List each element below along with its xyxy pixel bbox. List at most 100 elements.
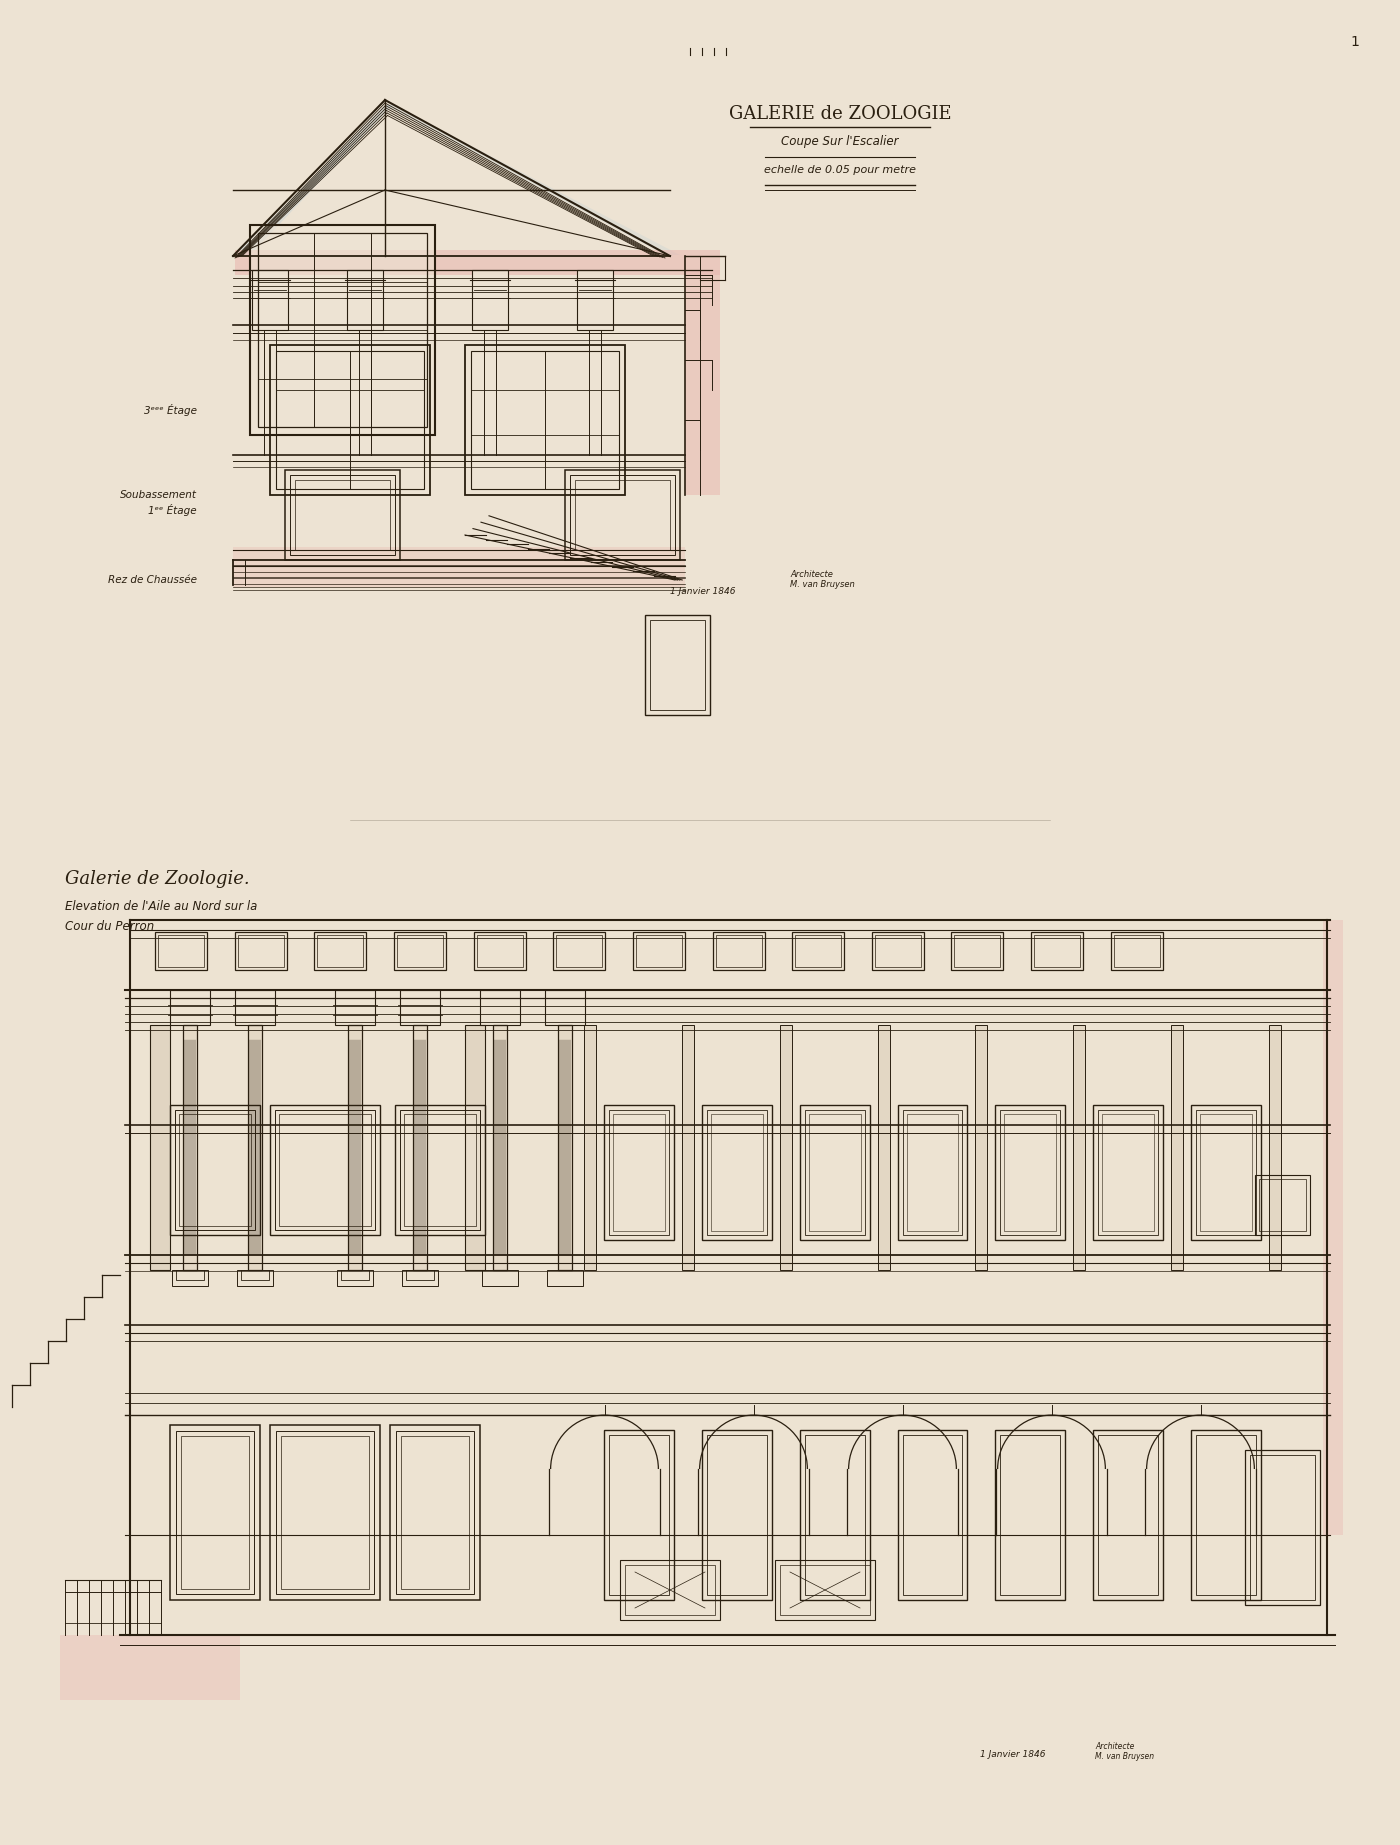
Bar <box>290 474 395 555</box>
Bar <box>237 1269 273 1286</box>
Bar <box>183 1026 197 1269</box>
Bar <box>470 351 619 489</box>
Bar <box>232 546 685 587</box>
Bar <box>169 1424 260 1600</box>
Bar <box>1191 1105 1261 1240</box>
Bar <box>584 1026 596 1269</box>
Bar <box>1259 1179 1306 1231</box>
Bar <box>878 1026 889 1269</box>
Bar <box>472 269 508 330</box>
Bar <box>1200 1114 1252 1231</box>
Bar <box>60 1635 239 1699</box>
Bar <box>482 1269 518 1286</box>
Bar <box>872 932 924 970</box>
Bar <box>1035 935 1079 967</box>
Bar <box>413 1026 427 1269</box>
Bar <box>248 1026 262 1269</box>
Bar <box>480 991 519 1026</box>
Bar <box>465 345 624 494</box>
Bar <box>1268 1026 1281 1269</box>
Bar <box>175 1111 255 1231</box>
Bar <box>235 991 274 1026</box>
Text: Coupe Sur l'Escalier: Coupe Sur l'Escalier <box>781 135 899 148</box>
Bar <box>476 935 522 967</box>
Bar <box>235 251 720 275</box>
Bar <box>347 269 384 330</box>
Bar <box>286 470 400 561</box>
Text: echelle de 0.05 pour metre: echelle de 0.05 pour metre <box>764 164 916 175</box>
Bar <box>799 1105 869 1240</box>
Bar <box>547 1269 582 1286</box>
Bar <box>276 1432 374 1594</box>
Bar <box>636 935 682 967</box>
Bar <box>682 1026 694 1269</box>
Bar <box>976 1026 987 1269</box>
Bar <box>270 345 430 494</box>
Bar <box>396 1432 475 1594</box>
Bar <box>238 935 284 967</box>
Bar <box>400 1111 480 1231</box>
Bar <box>169 1105 260 1234</box>
Bar <box>402 1269 438 1286</box>
Bar <box>907 1114 959 1231</box>
Bar <box>176 1269 204 1280</box>
Bar <box>235 991 274 1026</box>
Bar <box>553 932 605 970</box>
Bar <box>799 1105 869 1240</box>
Bar <box>251 225 435 435</box>
Bar <box>875 935 921 967</box>
Bar <box>805 1111 865 1234</box>
Bar <box>400 991 440 1026</box>
Bar <box>1245 1450 1320 1605</box>
Bar <box>545 991 585 1026</box>
Bar <box>577 269 613 330</box>
Bar <box>575 480 671 550</box>
Bar <box>465 345 624 494</box>
Bar <box>897 1105 967 1240</box>
Bar <box>633 932 685 970</box>
Bar <box>776 1561 875 1620</box>
Bar <box>1098 1435 1158 1594</box>
Bar <box>549 1415 661 1535</box>
Bar <box>566 470 680 561</box>
Bar <box>473 932 525 970</box>
Bar <box>395 1105 484 1234</box>
Bar <box>1191 1105 1261 1240</box>
Bar <box>1102 1114 1154 1231</box>
Bar <box>566 470 680 561</box>
Bar <box>613 1114 665 1231</box>
Bar <box>776 1561 875 1620</box>
Bar <box>1093 1430 1163 1600</box>
Bar <box>318 935 363 967</box>
Bar <box>897 1430 967 1600</box>
Text: 1ᵉᵉ Étage: 1ᵉᵉ Étage <box>148 504 197 517</box>
Bar <box>314 932 367 970</box>
Text: Soubassement: Soubassement <box>120 491 197 500</box>
Bar <box>472 269 508 330</box>
Bar <box>976 1026 987 1269</box>
Bar <box>701 1430 771 1600</box>
Bar <box>169 1105 260 1234</box>
Bar <box>248 1026 262 1269</box>
Bar <box>241 1269 269 1280</box>
Bar <box>952 932 1004 970</box>
Bar <box>1001 1435 1060 1594</box>
Text: 1: 1 <box>1351 35 1359 50</box>
Bar <box>650 620 706 710</box>
Bar <box>270 1424 379 1600</box>
Bar <box>792 932 844 970</box>
Bar <box>169 1424 260 1600</box>
Bar <box>609 1111 669 1234</box>
Bar <box>780 1026 792 1269</box>
Bar <box>1001 1111 1060 1234</box>
Bar <box>150 1026 169 1269</box>
Text: Cour du Perron: Cour du Perron <box>64 921 154 934</box>
Bar <box>995 1430 1065 1600</box>
Bar <box>1191 1430 1261 1600</box>
Bar <box>553 932 605 970</box>
Text: Architecte
M. van Bruysen: Architecte M. van Bruysen <box>1095 1742 1154 1762</box>
Bar <box>406 1269 434 1280</box>
Bar <box>1110 932 1163 970</box>
Text: Galerie de Zoologie.: Galerie de Zoologie. <box>64 871 249 887</box>
Bar <box>393 932 447 970</box>
